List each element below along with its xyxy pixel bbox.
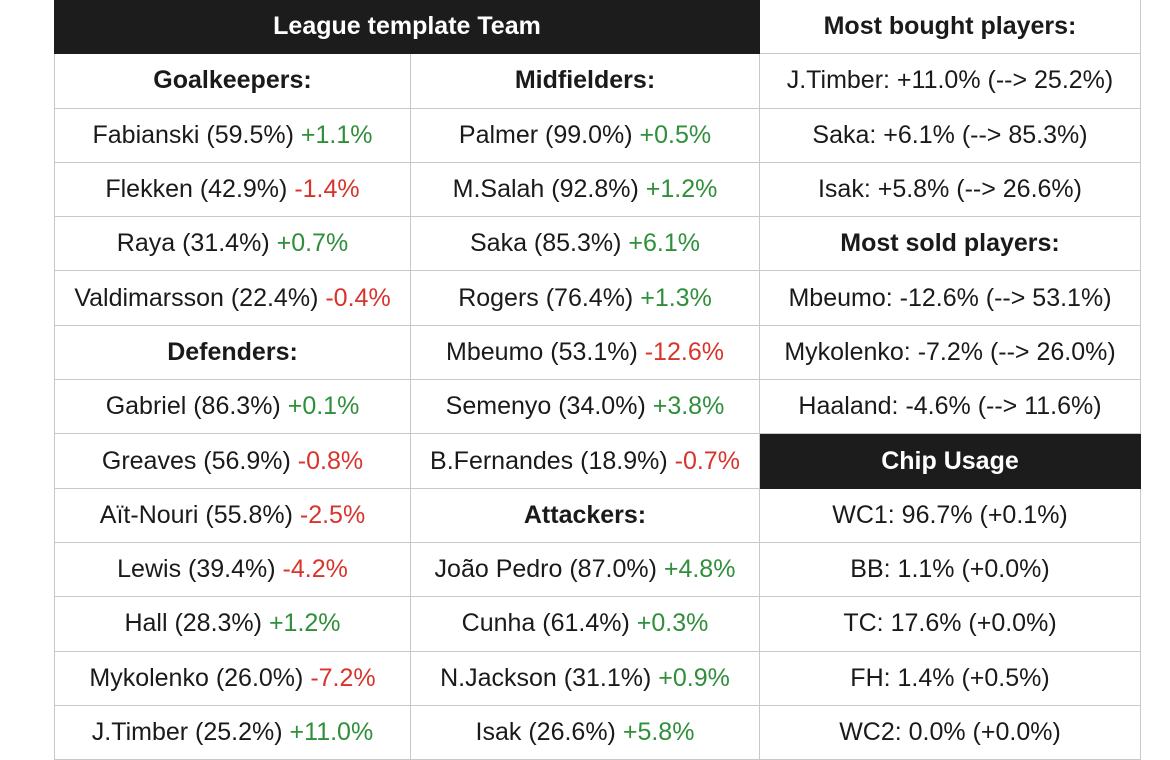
most-sold-item: Mbeumo: -12.6% (--> 53.1%) <box>759 270 1141 326</box>
player-name: N.Jackson (31.1%) <box>440 663 652 692</box>
midfielder-row: Saka (85.3%) +6.1% <box>410 216 760 272</box>
player-name: Aït-Nouri (55.8%) <box>99 500 293 529</box>
chip-item: FH: 1.4% (+0.5%) <box>759 650 1141 706</box>
most-sold-item: Haaland: -4.6% (--> 11.6%) <box>759 379 1141 435</box>
change-value: +4.8% <box>663 555 736 584</box>
defenders-header: Defenders: <box>54 324 411 381</box>
template-team-header: League template Team <box>54 0 760 55</box>
goalkeeper-row: Flekken (42.9%) -1.4% <box>54 161 411 218</box>
player-name: Semenyo (34.0%) <box>445 392 646 421</box>
change-value: +0.1% <box>287 392 360 421</box>
goalkeeper-row: Fabianski (59.5%) +1.1% <box>54 107 411 163</box>
player-name: Raya (31.4%) <box>116 229 270 258</box>
player-name: B.Fernandes (18.9%) <box>430 446 668 475</box>
most-bought-item: Isak: +5.8% (--> 26.6%) <box>759 161 1141 218</box>
defender-row: Gabriel (86.3%) +0.1% <box>54 379 411 435</box>
player-name: Hall (28.3%) <box>124 609 262 638</box>
chip-usage-header: Chip Usage <box>759 433 1141 489</box>
player-name: Gabriel (86.3%) <box>105 392 281 421</box>
midfielder-row: Semenyo (34.0%) +3.8% <box>410 379 760 435</box>
player-name: Greaves (56.9%) <box>101 446 291 475</box>
chip-item: WC2: 0.0% (+0.0%) <box>759 704 1141 760</box>
change-value: +11.0% <box>289 718 374 746</box>
change-value: +0.9% <box>658 663 730 692</box>
midfielder-row: Mbeumo (53.1%) -12.6% <box>410 324 760 381</box>
midfielder-row: M.Salah (92.8%) +1.2% <box>410 161 760 218</box>
attackers-header: Attackers: <box>410 487 760 543</box>
player-name: Cunha (61.4%) <box>461 609 630 638</box>
change-value: -0.4% <box>325 283 391 312</box>
change-value: +1.2% <box>645 175 718 204</box>
change-value: +3.8% <box>652 392 725 421</box>
player-name: Mykolenko (26.0%) <box>89 663 304 692</box>
player-name: Saka (85.3%) <box>469 229 622 258</box>
player-name: M.Salah (92.8%) <box>452 175 639 204</box>
defender-row: Mykolenko (26.0%) -7.2% <box>54 650 411 706</box>
change-value: -12.6% <box>644 337 724 366</box>
change-value: -0.7% <box>674 446 740 475</box>
player-name: Rogers (76.4%) <box>458 283 634 312</box>
defender-row: Hall (28.3%) +1.2% <box>54 596 411 652</box>
defender-row: Aït-Nouri (55.8%) -2.5% <box>54 487 411 543</box>
change-value: +0.3% <box>636 609 709 638</box>
change-value: -4.2% <box>282 555 348 584</box>
change-value: +1.1% <box>300 120 373 149</box>
player-name: João Pedro (87.0%) <box>434 555 657 584</box>
most-bought-item: Saka: +6.1% (--> 85.3%) <box>759 107 1141 163</box>
change-value: -0.8% <box>297 446 364 475</box>
goalkeeper-row: Raya (31.4%) +0.7% <box>54 216 411 272</box>
player-name: Lewis (39.4%) <box>117 555 276 584</box>
chip-item: TC: 17.6% (+0.0%) <box>759 596 1141 652</box>
change-value: -2.5% <box>299 500 366 529</box>
change-value: +5.8% <box>622 718 695 746</box>
change-value: +0.5% <box>639 120 712 149</box>
player-name: Palmer (99.0%) <box>458 120 633 149</box>
player-name: Isak (26.6%) <box>475 718 616 746</box>
change-value: -7.2% <box>310 663 376 692</box>
change-value: +0.7% <box>276 229 349 258</box>
change-value: +1.2% <box>268 609 341 638</box>
attacker-row: N.Jackson (31.1%) +0.9% <box>410 650 760 706</box>
change-value: +6.1% <box>628 229 700 258</box>
midfielders-header: Midfielders: <box>410 53 760 109</box>
attacker-row: Isak (26.6%) +5.8% <box>410 704 760 760</box>
midfielder-row: Palmer (99.0%) +0.5% <box>410 107 760 163</box>
chip-item: WC1: 96.7% (+0.1%) <box>759 487 1141 543</box>
most-sold-header: Most sold players: <box>759 216 1141 272</box>
attacker-row: João Pedro (87.0%) +4.8% <box>410 541 760 598</box>
player-name: Fabianski (59.5%) <box>92 120 294 149</box>
most-bought-item: J.Timber: +11.0% (--> 25.2%) <box>759 53 1141 109</box>
midfielder-row: B.Fernandes (18.9%) -0.7% <box>410 433 760 489</box>
player-name: Valdimarsson (22.4%) <box>74 283 319 312</box>
defender-row: J.Timber (25.2%) +11.0% <box>54 704 411 760</box>
template-team-table: League template Team Most bought players… <box>54 0 1141 760</box>
goalkeepers-header: Goalkeepers: <box>54 53 411 109</box>
player-name: J.Timber (25.2%) <box>91 718 283 746</box>
change-value: -1.4% <box>294 175 360 204</box>
most-sold-item: Mykolenko: -7.2% (--> 26.0%) <box>759 324 1141 381</box>
goalkeeper-row: Valdimarsson (22.4%) -0.4% <box>54 270 411 326</box>
midfielder-row: Rogers (76.4%) +1.3% <box>410 270 760 326</box>
player-name: Mbeumo (53.1%) <box>446 337 638 366</box>
defender-row: Greaves (56.9%) -0.8% <box>54 433 411 489</box>
defender-row: Lewis (39.4%) -4.2% <box>54 541 411 598</box>
most-bought-header: Most bought players: <box>759 0 1141 55</box>
chip-item: BB: 1.1% (+0.0%) <box>759 541 1141 598</box>
change-value: +1.3% <box>640 283 712 312</box>
attacker-row: Cunha (61.4%) +0.3% <box>410 596 760 652</box>
player-name: Flekken (42.9%) <box>105 175 288 204</box>
